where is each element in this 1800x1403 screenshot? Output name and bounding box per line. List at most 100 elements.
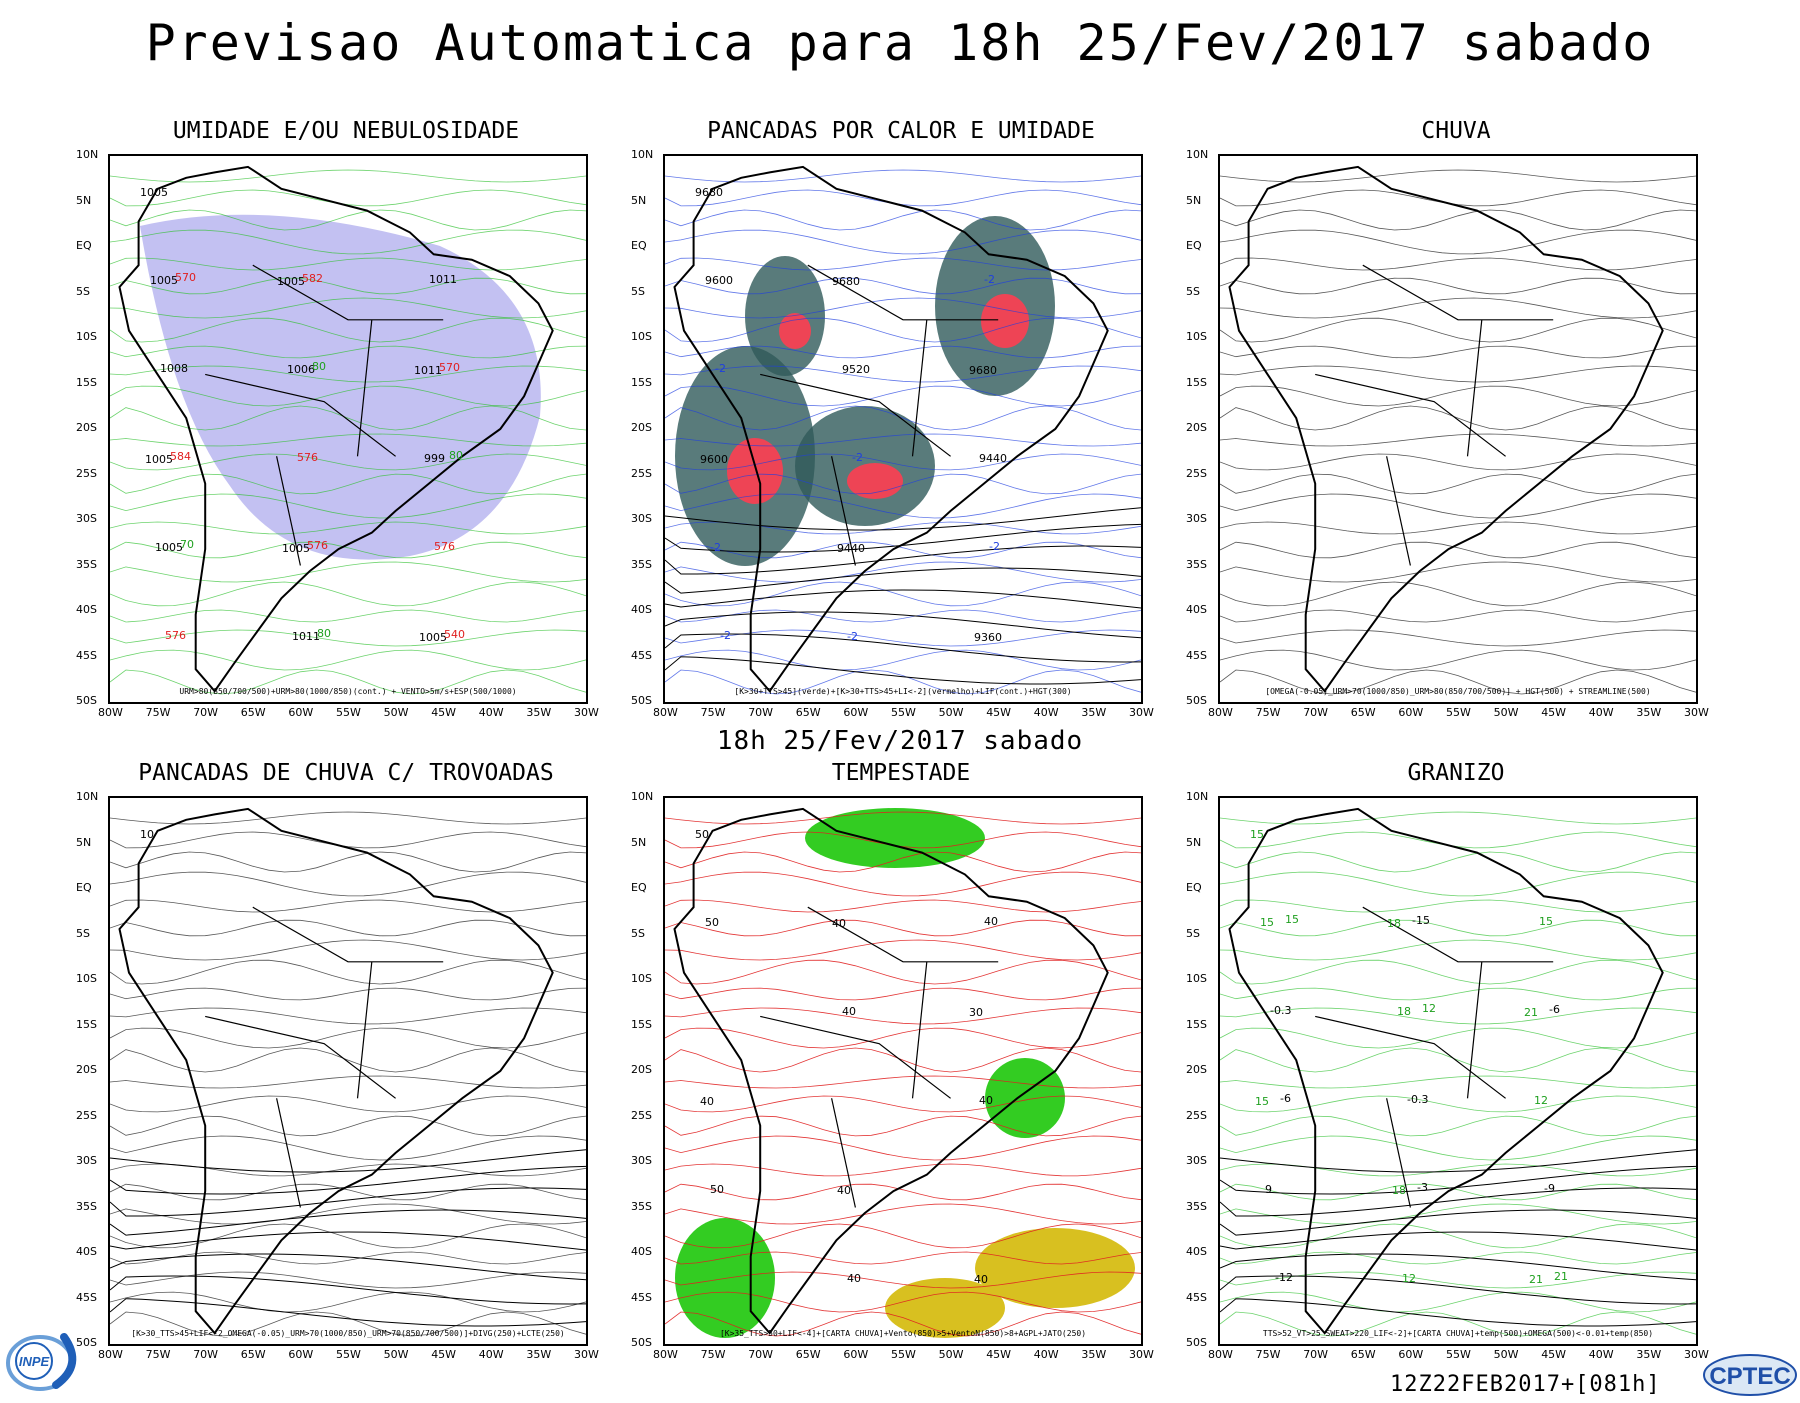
height-contour xyxy=(665,633,1141,663)
lon-tick-label: 75W xyxy=(145,1348,171,1361)
contour-line xyxy=(665,1203,1141,1225)
height-contour xyxy=(665,611,1141,639)
contour-value-label: -2 xyxy=(720,629,731,642)
contour-value-label: 10 xyxy=(140,828,154,841)
contour-line xyxy=(1220,561,1696,583)
contour-line xyxy=(665,229,1141,255)
lon-tick-label: 50W xyxy=(383,706,409,719)
contour-line xyxy=(1220,317,1696,343)
contour-value-label: -2 xyxy=(715,362,726,375)
contour-line xyxy=(1220,189,1696,207)
contour-value-label: -2 xyxy=(989,540,1000,553)
height-contour xyxy=(110,1209,586,1236)
contour-value-label: 576 xyxy=(434,540,455,553)
lon-tick-label: 65W xyxy=(795,1348,821,1361)
country-border xyxy=(276,456,301,566)
lon-tick-label: 55W xyxy=(1446,1348,1471,1361)
contour-line xyxy=(665,453,1141,471)
country-border xyxy=(1386,456,1411,566)
contour-line xyxy=(665,629,1141,647)
contour-value-label: 9440 xyxy=(837,542,865,555)
contour-value-label: 540 xyxy=(444,628,465,641)
contour-value-label: 9680 xyxy=(695,186,723,199)
south-america-coastline xyxy=(673,807,1109,1335)
contour-line xyxy=(1220,1135,1696,1161)
contour-line xyxy=(665,473,1141,495)
contour-value-label: 18 xyxy=(1397,1005,1411,1018)
contour-value-label: 18 xyxy=(1387,917,1401,930)
storm-area-2 xyxy=(675,1218,775,1338)
contour-line xyxy=(110,609,586,623)
lon-tick-label: 45W xyxy=(986,1348,1012,1361)
contour-value-label: -0.3 xyxy=(1407,1093,1428,1106)
contour-line xyxy=(665,939,1141,961)
country-border xyxy=(1386,1098,1411,1208)
contour-line xyxy=(665,609,1141,623)
contour-line xyxy=(665,433,1141,447)
contour-line xyxy=(1220,609,1696,623)
lon-tick-label: 75W xyxy=(145,706,171,719)
country-border xyxy=(831,1098,856,1208)
lat-tick-label: EQ xyxy=(76,239,92,252)
contour-line xyxy=(665,561,1141,583)
contour-line xyxy=(665,1007,1141,1025)
contour-line xyxy=(110,831,586,849)
lat-tick-label: 40S xyxy=(631,1245,652,1258)
contour-line xyxy=(110,433,586,447)
lon-tick-label: 70W xyxy=(1303,1348,1329,1361)
contour-line xyxy=(1220,1251,1696,1265)
contour-line xyxy=(1220,453,1696,471)
lat-tick-label: 10N xyxy=(76,148,99,161)
contour-value-label: 40 xyxy=(974,1273,988,1286)
height-contour xyxy=(665,545,1141,575)
contour-line xyxy=(110,1251,586,1265)
lat-tick-label: 10S xyxy=(76,972,97,985)
lon-tick-label: 65W xyxy=(1350,706,1376,719)
contour-line xyxy=(665,1027,1141,1049)
lon-tick-label: 50W xyxy=(1493,1348,1519,1361)
contour-value-label: 30 xyxy=(969,1006,983,1019)
country-border xyxy=(911,319,928,457)
lon-tick-label: 35W xyxy=(1081,1348,1107,1361)
contour-line xyxy=(665,871,1141,897)
lat-tick-label: 50S xyxy=(1186,1336,1207,1349)
contour-line xyxy=(1220,811,1696,825)
height-contour xyxy=(110,1149,586,1173)
panel-legend-pancadas-calor: [K>30+TTS>45](verde)+[K>30+TTS>45+LI<-2]… xyxy=(734,687,1072,696)
height-contour xyxy=(1220,1209,1696,1236)
contour-line xyxy=(1220,169,1696,183)
convection-area-3 xyxy=(745,256,825,376)
lon-tick-label: 80W xyxy=(653,1348,678,1361)
panel-title-tempestade: TEMPESTADE xyxy=(831,760,971,786)
contour-value-label: 584 xyxy=(170,450,191,463)
lon-tick-label: 70W xyxy=(193,706,219,719)
lon-tick-label: 45W xyxy=(1541,706,1567,719)
contour-line xyxy=(110,453,586,471)
contour-line xyxy=(665,365,1141,383)
contour-line xyxy=(1220,1203,1696,1225)
lat-tick-label: 15S xyxy=(76,375,97,389)
contour-line xyxy=(110,1311,586,1337)
country-border xyxy=(1466,319,1483,457)
contour-line xyxy=(110,1095,586,1113)
contour-line xyxy=(110,987,586,1001)
contour-value-label: -6 xyxy=(1280,1092,1291,1105)
contour-value-label: 15 xyxy=(1250,828,1264,841)
lat-tick-label: 30S xyxy=(76,1154,97,1167)
contour-line xyxy=(665,1115,1141,1137)
country-border xyxy=(1362,264,1554,321)
height-contour xyxy=(110,1187,586,1217)
contour-line xyxy=(665,1163,1141,1177)
contour-line xyxy=(110,229,586,255)
contour-value-label: 9520 xyxy=(842,363,870,376)
country-border xyxy=(356,319,373,457)
contour-value-label: 576 xyxy=(297,451,318,464)
lon-tick-label: 35W xyxy=(526,706,552,719)
contour-value-label: 50 xyxy=(695,828,709,841)
map-panel-pancadas-calor: 9680 9680 9680 9600 9440 9360 9600 9520 9440 -2 -2… xyxy=(663,154,1143,704)
contour-line xyxy=(1220,345,1696,359)
lat-tick-label: 35S xyxy=(631,1199,652,1213)
contour-line xyxy=(1220,473,1696,495)
contour-value-label: 40 xyxy=(984,915,998,928)
lat-tick-label: EQ xyxy=(1186,239,1202,252)
